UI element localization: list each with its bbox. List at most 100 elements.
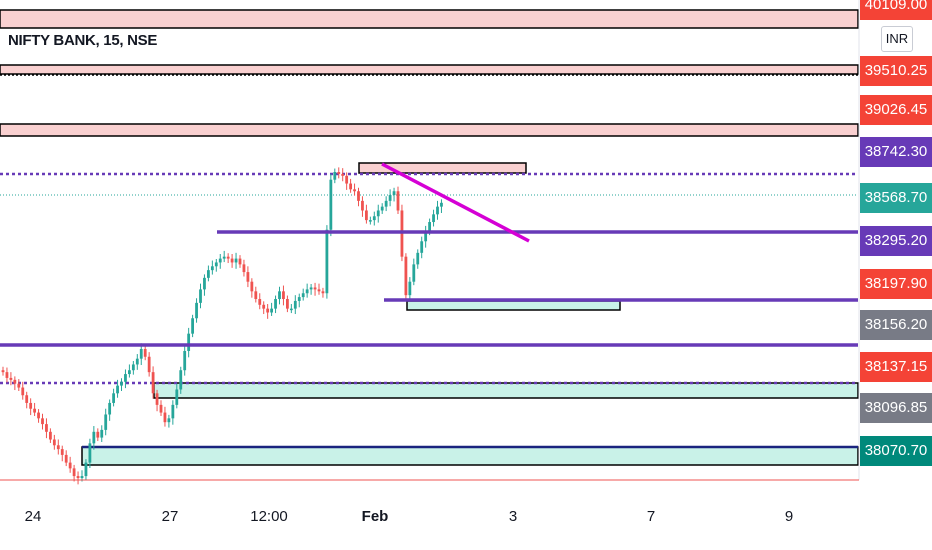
price-tag: 38295.20	[860, 226, 932, 256]
candle-body	[380, 206, 384, 211]
candle-body	[278, 291, 281, 300]
candle-body	[424, 231, 428, 242]
candle-body	[333, 172, 337, 180]
candle-body	[218, 258, 222, 263]
candle-body	[207, 270, 210, 278]
candle-body	[258, 299, 262, 305]
candle-body	[266, 308, 270, 313]
resistance-zone-39510[interactable]	[0, 64, 859, 75]
time-tick: 9	[784, 508, 794, 525]
candle-body	[159, 404, 163, 413]
currency-badge[interactable]: INR	[881, 26, 913, 52]
candle-body	[297, 297, 301, 301]
candle-body	[171, 404, 175, 419]
candle-body	[187, 333, 191, 351]
resistance-zone-39026[interactable]	[0, 123, 859, 137]
candle-body	[238, 258, 242, 265]
candle-body	[412, 264, 416, 282]
candle-body	[88, 443, 92, 463]
candle-body	[222, 256, 226, 259]
candle-body	[254, 291, 258, 300]
candle-body	[262, 304, 266, 309]
candle-body	[151, 372, 155, 394]
candle-body	[341, 173, 345, 176]
candle-body	[9, 377, 13, 380]
candle-body	[384, 200, 388, 207]
candle-body	[5, 372, 9, 378]
candle-body	[72, 468, 76, 477]
candle-body	[96, 431, 100, 438]
price-tag: 38197.90	[860, 269, 932, 299]
candle-body	[112, 393, 115, 403]
candle-body	[408, 281, 412, 296]
candle-body	[325, 229, 329, 294]
candle-body	[392, 191, 396, 196]
resistance-zone-high[interactable]	[358, 162, 527, 174]
price-tag: 38742.30	[860, 137, 932, 167]
candle-body	[214, 262, 218, 267]
candle-body	[226, 256, 230, 259]
candle-body	[270, 308, 273, 313]
candle-body	[274, 299, 277, 309]
candle-body	[376, 210, 380, 217]
candle-body	[120, 381, 123, 386]
candle-body	[305, 289, 309, 294]
candle-body	[104, 414, 108, 430]
candle-body	[368, 220, 372, 222]
candle-body	[246, 272, 250, 282]
candle-body	[41, 418, 44, 425]
candle-body	[17, 383, 21, 388]
price-tag: 38070.70	[860, 436, 932, 466]
candle-body	[21, 387, 25, 396]
support-zone-38070[interactable]	[81, 446, 859, 466]
trendline[interactable]	[381, 162, 530, 243]
price-tag: 38156.20	[860, 310, 932, 340]
candle-body	[64, 454, 68, 463]
candle-body	[203, 277, 206, 290]
candle-body	[155, 393, 159, 405]
candle-body	[301, 293, 305, 298]
candle-body	[76, 476, 80, 478]
resistance-zone-top[interactable]	[0, 9, 859, 29]
candle-body	[440, 202, 443, 207]
candle-body	[286, 299, 289, 309]
candle-body	[84, 462, 88, 477]
candle-body	[361, 200, 364, 211]
support-zone-38156[interactable]	[406, 300, 621, 311]
candle-body	[234, 258, 238, 263]
price-tag: 38096.85	[860, 393, 932, 423]
candle-body	[1, 370, 5, 373]
candle-body	[100, 429, 104, 438]
time-tick: 3	[508, 508, 518, 525]
candle-body	[345, 175, 349, 184]
candle-body	[49, 431, 52, 440]
candle-body	[143, 349, 147, 357]
candle-body	[432, 214, 435, 223]
price-tag: 40109.00	[860, 0, 932, 20]
candle-body	[167, 418, 171, 423]
candle-body	[52, 439, 56, 446]
candle-body	[317, 289, 321, 292]
candle-body	[56, 445, 60, 450]
time-tick: 7	[646, 508, 656, 525]
candle-body	[250, 281, 254, 292]
candle-body	[163, 412, 167, 423]
candle-body	[175, 389, 179, 405]
candle-body	[13, 379, 17, 384]
price-tag: 39510.25	[860, 56, 932, 86]
candle-body	[68, 462, 72, 469]
candlestick-series	[1, 167, 443, 485]
candle-body	[179, 370, 183, 390]
candle-body	[416, 252, 420, 265]
candle-body	[131, 364, 135, 371]
symbol-title: NIFTY BANK, 15, NSE	[8, 32, 158, 49]
support-zone-38096[interactable]	[153, 382, 859, 399]
candle-body	[396, 191, 400, 211]
candle-body	[45, 424, 48, 432]
candle-body	[92, 431, 96, 444]
candle-body	[337, 172, 341, 174]
candle-body	[365, 210, 368, 221]
candle-body	[33, 408, 36, 413]
candle-body	[388, 195, 392, 201]
